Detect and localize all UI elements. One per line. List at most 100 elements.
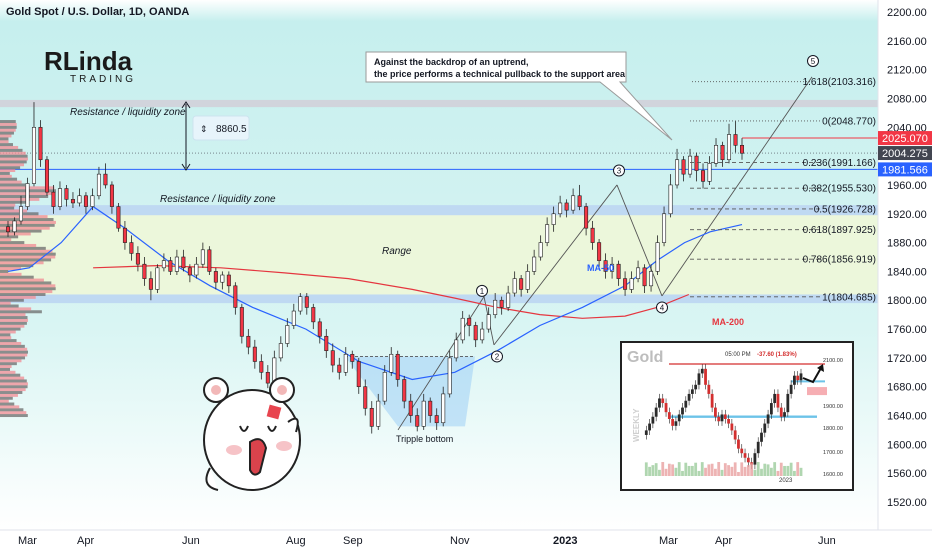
candle-body [194, 263, 199, 276]
candle [590, 220, 595, 250]
candle [480, 321, 485, 344]
candle [369, 401, 374, 434]
candle-body [467, 317, 472, 326]
candle-body [655, 242, 660, 272]
price-tick-label: 1640.00 [887, 411, 927, 423]
candle [525, 264, 530, 294]
inset-tick-label: 2100.00 [823, 358, 843, 364]
inset-volume-bar [667, 463, 671, 476]
inset-volume-bar [648, 466, 651, 476]
ma50-line [7, 205, 743, 381]
candle [337, 357, 342, 380]
inset-volume-bar [651, 465, 655, 476]
candle-body [25, 183, 30, 207]
candle-body [226, 274, 231, 287]
candle-body [629, 278, 634, 290]
volume-bar [0, 241, 25, 245]
candle [343, 347, 348, 376]
candle [142, 257, 147, 286]
volume-bar [0, 218, 54, 222]
candle-body [584, 206, 589, 229]
wave-marker [476, 284, 488, 297]
price-tick-label: 1600.00 [887, 439, 927, 451]
time-axis[interactable]: Mar Apr Jun Aug Sep Nov 2023 Mar Apr Jun [0, 529, 932, 550]
inset-tick-label: 1900.00 [823, 404, 843, 410]
candle [90, 188, 95, 211]
volume-bar [0, 379, 27, 383]
inset-volume-bar [733, 462, 737, 476]
inset-candle-body [733, 430, 737, 440]
candle-body [278, 343, 283, 359]
candle [512, 271, 517, 297]
wave-marker [491, 350, 503, 363]
inset-candle-body [773, 393, 777, 404]
volume-bar [0, 373, 21, 377]
candle-body [122, 227, 127, 243]
price-tick-label: 2200.00 [887, 7, 927, 19]
candle [558, 195, 563, 218]
candle [207, 246, 212, 276]
volume-bar [0, 151, 26, 155]
volume-bar [0, 359, 22, 363]
candle [70, 192, 75, 208]
resistance-mid-zone [0, 205, 878, 216]
volume-bar [0, 145, 19, 149]
inset-candle-body [710, 393, 714, 408]
inset-zone [807, 387, 827, 396]
candle [317, 318, 322, 344]
candle-body [532, 256, 537, 272]
inset-candle-body [746, 457, 750, 463]
volume-bar [0, 137, 9, 141]
inset-volume-bar [690, 465, 694, 476]
volume-bar [0, 333, 11, 337]
volume-bar [0, 324, 25, 328]
volume-bar [0, 370, 16, 374]
fib-label: 1.618(2103.316) [803, 77, 876, 88]
candle-body [174, 256, 179, 272]
candle-body [571, 195, 576, 211]
callout-line1: Against the backdrop of an uptrend, [374, 57, 529, 67]
time-tick-label: Apr [77, 535, 94, 547]
logo-text-top: RLinda [44, 46, 133, 76]
inset-candle-body [737, 439, 740, 449]
candle-body [454, 339, 459, 359]
fib-label: 0.382(1955.530) [803, 184, 876, 195]
range-label: Range [382, 246, 412, 257]
price-tick-label: 2120.00 [887, 65, 927, 77]
moving-averages [7, 205, 743, 381]
volume-bar [0, 405, 20, 409]
inset-candle-body [723, 414, 727, 419]
measure-box [192, 115, 250, 141]
candle-body [421, 400, 426, 427]
candle-body [298, 296, 303, 312]
wave-labels: 1 2 3 4 5 [476, 55, 819, 363]
candle [486, 307, 491, 333]
candle [662, 206, 667, 247]
candle [200, 242, 205, 268]
inset-plot [644, 363, 827, 476]
candle [148, 271, 153, 301]
candle-body [408, 400, 413, 416]
inset-volume-bar [779, 462, 783, 476]
inset-volume-bar [737, 471, 740, 476]
volume-bar [0, 272, 22, 276]
candle-body [525, 271, 530, 290]
candle-body [473, 325, 478, 341]
price-tick-label: 1960.00 [887, 180, 927, 192]
time-axis-bg [0, 530, 932, 550]
volume-bar [0, 238, 12, 242]
inset-volume-bar [714, 468, 717, 476]
volume-bar [0, 353, 28, 357]
volume-bar [0, 128, 16, 132]
candle-body [675, 159, 680, 186]
price-axis[interactable]: 2200.002160.002120.002080.002040.002000.… [877, 0, 932, 530]
volume-bar [0, 284, 56, 288]
ma200-label: MA-200 [712, 317, 744, 327]
inset-volume-bar [704, 467, 707, 476]
candle [83, 192, 88, 214]
volume-bar [0, 197, 40, 201]
candle [129, 235, 134, 261]
time-tick-label: 2023 [553, 535, 577, 547]
candle [213, 267, 218, 290]
